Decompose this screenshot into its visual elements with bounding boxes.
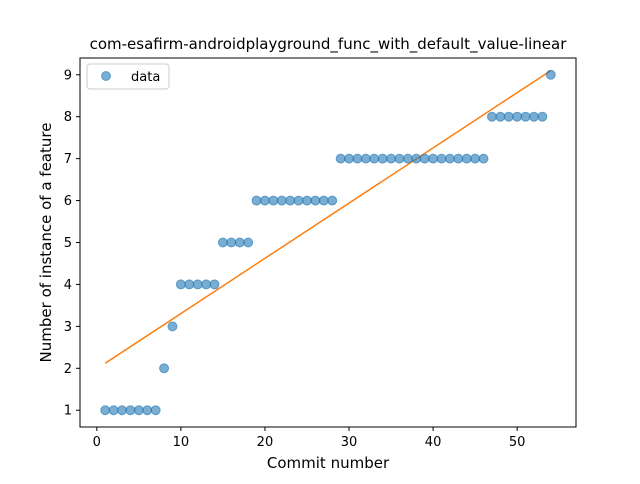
data-point <box>310 195 321 206</box>
data-point <box>461 153 472 164</box>
data-point <box>251 195 262 206</box>
data-point <box>377 153 388 164</box>
data-point <box>125 405 136 416</box>
x-axis-ticks: 0 10 20 30 40 50 <box>93 427 526 450</box>
data-point <box>133 405 144 416</box>
data-point <box>243 237 254 248</box>
data-point <box>285 195 296 206</box>
data-point <box>142 405 153 416</box>
data-point <box>344 153 355 164</box>
data-point <box>108 405 119 416</box>
chart-title: com-esafirm-androidplayground_func_with_… <box>90 35 568 54</box>
data-point <box>327 195 338 206</box>
data-point <box>150 405 161 416</box>
y-axis-ticks: 1 2 3 4 5 6 7 8 9 <box>64 68 80 419</box>
x-tick-label: 20 <box>257 435 274 450</box>
data-point <box>453 153 464 164</box>
data-point <box>436 153 447 164</box>
x-tick-label: 10 <box>173 435 190 450</box>
data-point <box>276 195 287 206</box>
y-tick-label: 2 <box>64 362 72 377</box>
data-point <box>470 153 481 164</box>
data-point <box>402 153 413 164</box>
x-tick-label: 30 <box>341 435 358 450</box>
data-point <box>226 237 237 248</box>
y-axis-label: Number of instance of a feature <box>37 123 55 363</box>
legend-box <box>86 63 170 90</box>
data-point <box>537 111 548 122</box>
data-point <box>478 153 489 164</box>
fit-line <box>104 69 552 364</box>
data-point <box>486 111 497 122</box>
data-point <box>528 111 539 122</box>
x-axis-label: Commit number <box>267 454 390 472</box>
y-tick-label: 9 <box>64 68 72 83</box>
data-point <box>495 111 506 122</box>
data-point <box>386 153 397 164</box>
data-point <box>293 195 304 206</box>
data-point <box>192 279 203 290</box>
data-point <box>100 405 111 416</box>
data-point <box>167 321 178 332</box>
data-point <box>117 405 128 416</box>
x-tick-label: 40 <box>425 435 442 450</box>
data-point <box>184 279 195 290</box>
legend-marker-data <box>101 71 111 81</box>
data-point <box>268 195 279 206</box>
data-point <box>520 111 531 122</box>
data-point <box>175 279 186 290</box>
y-tick-label: 7 <box>64 152 72 167</box>
data-point <box>335 153 346 164</box>
y-tick-label: 5 <box>64 236 72 251</box>
y-tick-label: 6 <box>64 194 72 209</box>
data-point <box>301 195 312 206</box>
data-point <box>369 153 380 164</box>
data-point <box>444 153 455 164</box>
y-tick-label: 8 <box>64 110 72 125</box>
legend: data <box>86 63 170 90</box>
data-point <box>545 69 556 80</box>
data-point <box>217 237 228 248</box>
data-point <box>360 153 371 164</box>
y-tick-label: 3 <box>64 320 72 335</box>
data-point <box>318 195 329 206</box>
x-tick-label: 50 <box>509 435 526 450</box>
legend-label-data: data <box>131 70 160 85</box>
data-point <box>209 279 220 290</box>
data-point <box>234 237 245 248</box>
y-tick-label: 4 <box>64 278 72 293</box>
data-point <box>411 153 422 164</box>
data-point <box>259 195 270 206</box>
data-point <box>428 153 439 164</box>
data-point <box>201 279 212 290</box>
y-tick-label: 1 <box>64 404 72 419</box>
x-tick-label: 0 <box>93 435 101 450</box>
data-point <box>394 153 405 164</box>
data-point <box>503 111 514 122</box>
data-point <box>159 363 170 374</box>
data-point <box>352 153 363 164</box>
data-point <box>512 111 523 122</box>
data-point <box>419 153 430 164</box>
plot-marks <box>100 69 556 416</box>
